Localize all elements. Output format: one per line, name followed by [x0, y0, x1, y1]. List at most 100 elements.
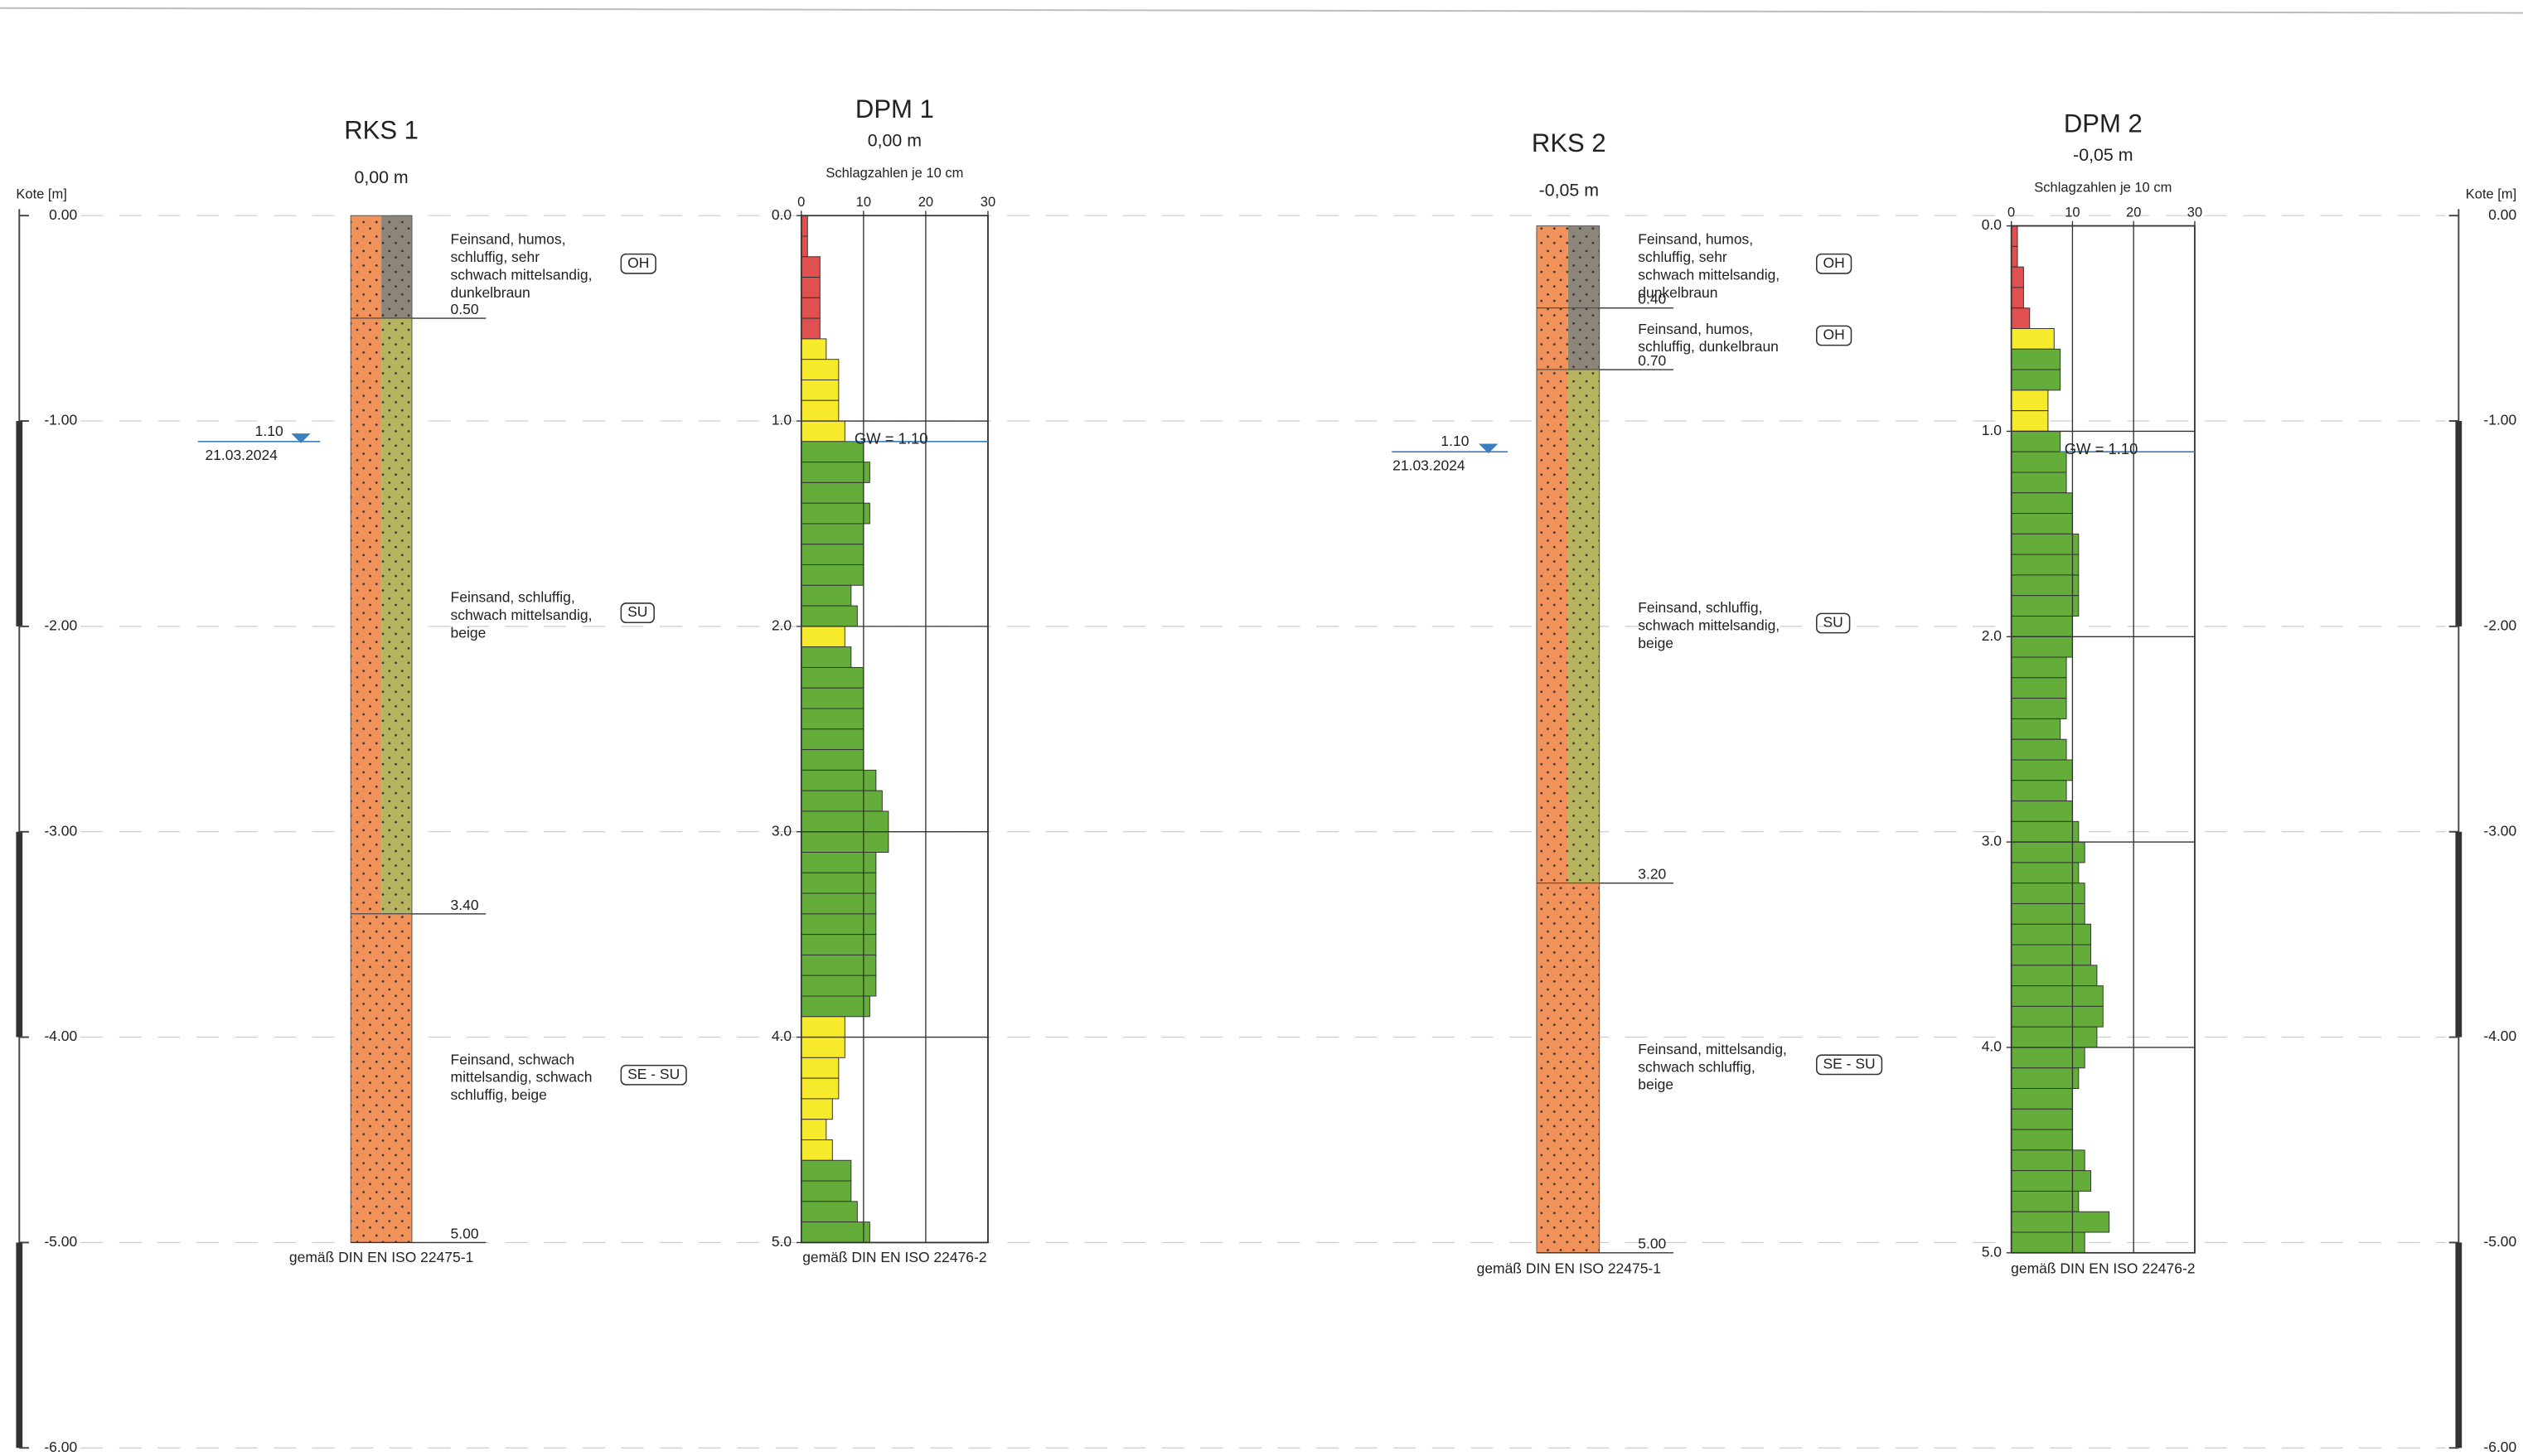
blow-count-bar [2011, 225, 2018, 247]
probe-depth-label: 0.0 [772, 206, 792, 223]
soil-code: SU [627, 603, 647, 620]
blow-count-bar [2011, 266, 2024, 288]
probe-depth-label: 3.0 [772, 822, 792, 839]
blow-count-bar [801, 852, 877, 873]
blow-count-bar [801, 338, 827, 360]
blow-count-bar [2011, 245, 2018, 268]
axis-tick-label: -2.00 [2483, 617, 2516, 633]
layer-description: schluffig, sehr [451, 249, 540, 265]
blow-count-bar [2011, 923, 2092, 946]
probe-x-tick-label: 30 [2187, 205, 2202, 220]
axis-title: Kote [m] [16, 186, 66, 201]
blow-count-bar [2011, 965, 2098, 987]
blow-count-bar [801, 481, 864, 504]
layer-description: Feinsand, humos, [1638, 321, 1753, 337]
axis-band [2455, 421, 2462, 626]
blow-count-bar [801, 584, 852, 607]
axis-tick-label: -6.00 [44, 1439, 77, 1455]
blow-count-bar [801, 1139, 833, 1161]
soil-code: OH [1823, 254, 1845, 271]
borehole-title: RKS 1 [344, 115, 419, 144]
layer-description: Feinsand, humos, [451, 231, 566, 248]
blow-count-bar [2011, 513, 2073, 535]
blow-count-bar [801, 728, 864, 751]
blow-count-bar [2011, 574, 2080, 597]
probe-elevation: 0,00 m [868, 131, 922, 151]
blow-count-bar [801, 769, 877, 791]
blow-count-bar [2011, 718, 2061, 740]
blow-count-bar [2011, 944, 2092, 966]
layer-description: Feinsand, mittelsandig, [1638, 1041, 1787, 1057]
blow-count-bar [2011, 533, 2080, 555]
blow-count-bar [2011, 472, 2067, 494]
probe-depth-label: 0.0 [1982, 216, 2002, 233]
axis-tick-label: -4.00 [2483, 1028, 2516, 1044]
probe-frame [800, 215, 989, 1244]
blow-count-bar [2011, 430, 2061, 452]
blow-count-bar [801, 1159, 852, 1182]
probe-groundwater-label: GW = 1.10 [855, 430, 928, 447]
borehole-elevation: -0,05 m [1539, 181, 1599, 201]
probe-x-tick-label: 10 [2065, 205, 2080, 220]
layer-description: dunkelbraun [451, 284, 530, 301]
blow-count-bar [801, 256, 821, 278]
blow-count-bar [2011, 1047, 2085, 1069]
groundwater-marker [1479, 443, 1499, 454]
blow-count-bar [2011, 389, 2049, 412]
blow-count-bar [801, 1098, 833, 1120]
layer-depth: 5.00 [451, 1225, 479, 1241]
blow-count-bar [801, 1221, 870, 1243]
blow-count-bar [2011, 492, 2073, 515]
blow-count-bar [801, 687, 864, 709]
axis-tick-label: -6.00 [2483, 1439, 2516, 1455]
soil-code: OH [627, 254, 649, 271]
blow-count-bar [801, 399, 840, 422]
axis-band [16, 1242, 23, 1449]
layer-description: schwach schluffig, [1638, 1058, 1755, 1075]
soil-hatch [350, 913, 413, 1243]
blow-count-bar [2011, 780, 2067, 802]
soil-hatch [1536, 883, 1600, 1254]
blow-count-bar [801, 892, 877, 915]
blow-count-bar [801, 297, 821, 319]
blow-count-bar [2011, 554, 2080, 576]
layer-description: Feinsand, schluffig, [1638, 599, 1762, 616]
borehole-title: RKS 2 [1532, 128, 1606, 157]
blow-count-bar [801, 462, 870, 483]
blow-count-bar [801, 317, 821, 340]
blow-count-bar [801, 810, 889, 833]
blow-count-bar [801, 420, 845, 443]
soil-hatch [350, 215, 413, 319]
blow-count-bar [801, 277, 821, 298]
blow-count-bar [2011, 636, 2073, 658]
layer-description: Feinsand, schluffig, [451, 589, 575, 606]
axis-band [2455, 1242, 2462, 1449]
blow-count-bar [2011, 1170, 2092, 1192]
probe-depth-label: 5.0 [772, 1233, 792, 1250]
soil-hatch [1536, 369, 1600, 884]
blow-count-bar [801, 1201, 858, 1223]
standard-note: gemäß DIN EN ISO 22475-1 [289, 1249, 473, 1265]
axis-tick-label: -3.00 [44, 822, 77, 839]
blow-count-bar [801, 215, 808, 237]
soil-code-box [1815, 325, 1852, 346]
layer-description: beige [451, 624, 487, 641]
standard-note: gemäß DIN EN ISO 22476-2 [2011, 1260, 2195, 1276]
probe-x-label: Schlagzahlen je 10 cm [826, 166, 963, 181]
groundwater-depth: 1.10 [1441, 433, 1469, 449]
axis-tick-label: -5.00 [2483, 1233, 2516, 1250]
blow-count-bar [2011, 883, 2085, 904]
axis-tick-label: -1.00 [2483, 412, 2516, 428]
blow-count-bar [801, 523, 864, 545]
axis-tick-label: 0.00 [2488, 206, 2516, 223]
probe-x-tick-label: 20 [2126, 205, 2141, 220]
layer-description: Feinsand, humos, [1638, 231, 1753, 248]
blow-count-bar [2011, 410, 2049, 432]
soil-code: SU [1823, 614, 1843, 631]
soil-code-box [620, 253, 656, 274]
blow-count-bar [2011, 1067, 2080, 1090]
blow-count-bar [2011, 307, 2031, 329]
layer-depth: 0.40 [1638, 291, 1666, 307]
blow-count-bar [801, 1180, 852, 1202]
